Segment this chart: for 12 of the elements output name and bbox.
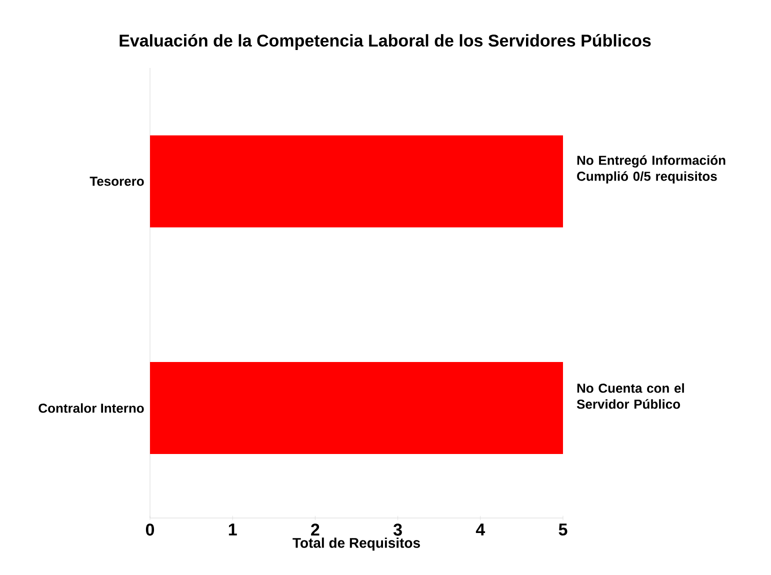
x-tick-label: 0 [146, 524, 154, 536]
y-tick-label: Contralor Interno [38, 403, 144, 413]
chart-title: Evaluación de la Competencia Laboral de los Servidores Públicos [120, 34, 651, 50]
x-tick-label: 1 [228, 524, 237, 536]
x-tick-label: 3 [393, 524, 402, 536]
y-tick-label: Tesorero [90, 176, 144, 186]
x-tick-label: 4 [476, 524, 486, 536]
x-axis-title: Total de Requisitos [292, 538, 420, 551]
x-tick-label: 2 [311, 524, 320, 536]
x-tick-label: 5 [558, 524, 568, 536]
text: No Cuenta con el Servidor Público [576, 383, 684, 409]
text: No Entregó Información Cumplió 0/5 requisitos [577, 155, 726, 184]
